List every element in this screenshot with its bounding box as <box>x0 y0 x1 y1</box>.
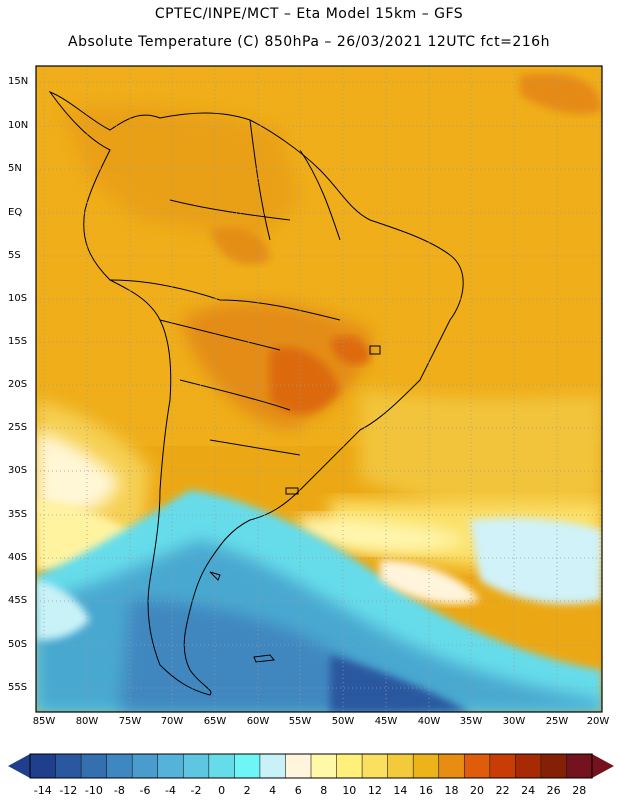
colorbar-tick-label: -14 <box>33 784 52 797</box>
lat-tick-55s: 55S <box>8 682 28 693</box>
colorbar-tick-label: 0 <box>218 784 226 797</box>
colorbar-swatch <box>106 753 133 779</box>
chart-subtitle: Absolute Temperature (C) 850hPa – 26/03/… <box>68 34 550 50</box>
colorbar-tick-label: 4 <box>269 784 277 797</box>
colorbar-swatch <box>489 753 517 779</box>
lat-tick-50s: 50S <box>8 639 28 650</box>
colorbar-tick-label: 12 <box>367 784 382 797</box>
colorbar-swatch <box>285 753 312 779</box>
colorbar-tick-label: 8 <box>320 784 328 797</box>
colorbar-swatch <box>182 753 210 779</box>
lon-tick-65w: 65W <box>203 716 227 727</box>
lon-tick-70w: 70W <box>160 716 184 727</box>
colorbar-tick-label: 14 <box>393 784 408 797</box>
colorbar-swatch <box>234 753 261 779</box>
colorbar-swatch <box>131 753 159 779</box>
colorbar-swatch <box>55 753 82 779</box>
lat-tick-40s: 40S <box>8 552 28 563</box>
colorbar-tick-label: 26 <box>546 784 561 797</box>
lon-tick-80w: 80W <box>75 716 99 727</box>
colorbar-tick-label: -2 <box>190 784 202 797</box>
lon-tick-40w: 40W <box>417 716 441 727</box>
temperature-field <box>36 66 602 712</box>
colorbar-right-arrow <box>592 754 614 778</box>
lat-tick-10s: 10S <box>8 293 28 304</box>
chart-title: CPTEC/INPE/MCT – Eta Model 15km – GFS <box>154 6 464 22</box>
colorbar-swatch <box>412 753 440 779</box>
lat-tick-30s: 30S <box>8 465 28 476</box>
continent-outline <box>48 90 464 696</box>
lat-tick-eq: EQ <box>8 207 23 218</box>
colorbar-swatch <box>515 753 542 779</box>
colorbar-swatch <box>157 753 185 779</box>
lat-tick-10n: 10N <box>8 120 29 131</box>
colorbar-tick-label: 22 <box>495 784 510 797</box>
lat-tick-45s: 45S <box>8 595 28 606</box>
lat-tick-15s: 15S <box>8 336 28 347</box>
colorbar-swatch <box>540 753 568 779</box>
lon-tick-55w: 55W <box>288 716 312 727</box>
colorbar-swatch <box>208 753 236 779</box>
colorbar-tick-label: 24 <box>521 784 536 797</box>
lon-tick-85w: 85W <box>32 716 56 727</box>
lon-tick-45w: 45W <box>374 716 398 727</box>
lat-tick-25s: 25S <box>8 422 28 433</box>
lon-tick-30w: 30W <box>502 716 526 727</box>
colorbar-swatch <box>463 753 491 779</box>
colorbar-tick-label: 2 <box>243 784 251 797</box>
colorbar-swatch <box>387 753 414 779</box>
lat-tick-20s: 20S <box>8 379 28 390</box>
colorbar-swatch <box>259 753 287 779</box>
colorbar-left-arrow <box>8 754 30 778</box>
lon-tick-20w: 20W <box>586 716 610 727</box>
colorbar-swatch <box>29 753 57 779</box>
colorbar-swatch <box>80 753 108 779</box>
colorbar-swatch <box>566 753 593 779</box>
colorbar-swatch <box>310 753 338 779</box>
colorbar-tick-label: 6 <box>294 784 302 797</box>
colorbar-tick-label: -12 <box>59 784 78 797</box>
colorbar-tick-label: -10 <box>84 784 103 797</box>
colorbar-swatch <box>438 753 466 779</box>
colorbar-tick-label: 20 <box>470 784 485 797</box>
colorbar-tick-label: 28 <box>572 784 587 797</box>
colorbar-swatch <box>336 753 363 779</box>
lat-tick-5n: 5N <box>8 163 22 174</box>
colorbar-tick-label: -8 <box>113 784 125 797</box>
lon-tick-60w: 60W <box>246 716 270 727</box>
colorbar-tick-label: 16 <box>418 784 433 797</box>
colorbar-swatch <box>361 753 389 779</box>
map-frame <box>35 65 603 713</box>
colorbar-tick-label: 18 <box>444 784 459 797</box>
lat-tick-15n: 15N <box>8 76 29 87</box>
lon-tick-75w: 75W <box>118 716 142 727</box>
lat-tick-35s: 35S <box>8 509 28 520</box>
colorbar-tick-label: -6 <box>139 784 151 797</box>
colorbar-tick-label: -4 <box>165 784 176 797</box>
lon-tick-50w: 50W <box>331 716 355 727</box>
colorbar-frame <box>29 753 593 779</box>
lon-tick-25w: 25W <box>545 716 569 727</box>
colorbar <box>29 753 593 779</box>
colorbar-tick-label: 10 <box>342 784 357 797</box>
lon-tick-35w: 35W <box>459 716 483 727</box>
lat-tick-5s: 5S <box>8 250 21 261</box>
